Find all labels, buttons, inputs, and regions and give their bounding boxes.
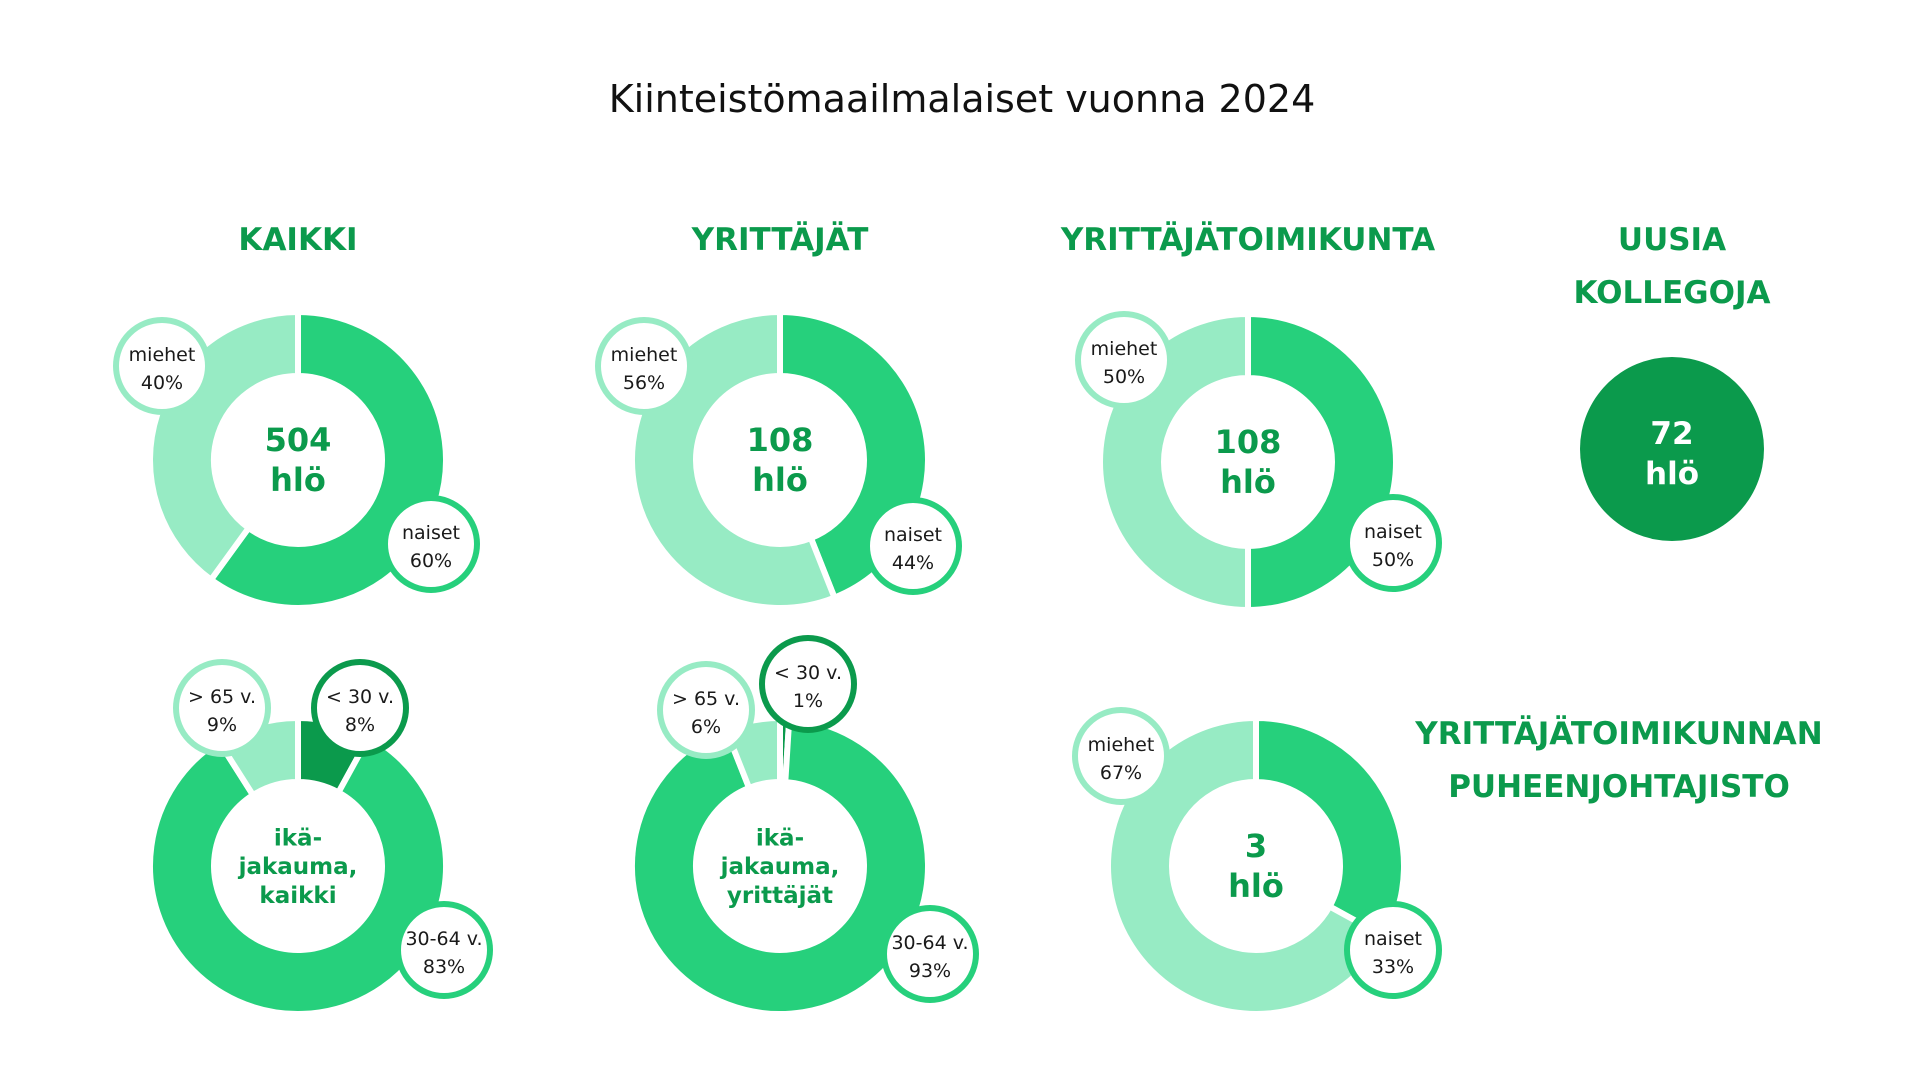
bubble-circle	[1072, 707, 1170, 805]
section-title-yrittajat: YRITTÄJÄT	[691, 222, 869, 258]
bubble-value: 56%	[623, 372, 665, 394]
donut-center-label: 504	[265, 421, 332, 459]
bubble-label: > 65 v.	[188, 686, 256, 708]
bubble-naiset: naiset 50%	[1344, 494, 1442, 592]
new-colleagues-circle	[1580, 357, 1764, 541]
bubble-circle	[173, 659, 271, 757]
bubble-label: miehet	[129, 344, 196, 366]
bubble-label: 30-64 v.	[405, 928, 482, 950]
bubble-circle	[1075, 311, 1173, 409]
bubble-naiset: naiset 33%	[1344, 901, 1442, 999]
bubble-circle	[657, 661, 755, 759]
bubble-miehet: miehet 50%	[1075, 311, 1173, 409]
donut-center-label: ikä-	[756, 825, 804, 851]
bubble-naiset: naiset 60%	[382, 495, 480, 593]
bubble-circle	[395, 901, 493, 999]
bubble-label: 30-64 v.	[891, 932, 968, 954]
donut-kaikki-age: ikä-jakauma, kaikki < 30 v. 8% 30-64 v. 83% > …	[147, 659, 493, 1017]
bubble-value: 44%	[892, 552, 934, 574]
bubble-value: 40%	[141, 372, 183, 394]
bubble-circle	[113, 317, 211, 415]
donut-center-label: hlö	[1220, 463, 1276, 501]
bubble-circle	[881, 905, 979, 1003]
donut-slice-30-64-v	[629, 715, 931, 1017]
bubble-30-64-v: 30-64 v. 83%	[395, 901, 493, 999]
bubble-value: 8%	[345, 714, 375, 736]
bubble-circle	[759, 635, 857, 733]
donut-center-label: jakauma,	[720, 854, 840, 880]
donut-center-label: ikä-	[274, 825, 322, 851]
bubble-value: 9%	[207, 714, 237, 736]
donut-slice-miehet	[1105, 714, 1390, 1017]
donut-center-label: yrittäjät	[727, 883, 833, 909]
donut-center-label: 108	[747, 421, 814, 459]
new-colleagues-unit: hlö	[1645, 456, 1699, 492]
bubble-over-65-v: > 65 v. 6%	[657, 661, 755, 759]
donut-center-label: 108	[1215, 423, 1282, 461]
bubble-value: 1%	[793, 690, 823, 712]
bubble-circle	[311, 659, 409, 757]
bubble-circle	[1344, 494, 1442, 592]
bubble-value: 50%	[1372, 549, 1414, 571]
bubble-label: naiset	[884, 524, 942, 546]
bubble-value: 67%	[1100, 762, 1142, 784]
bubble-value: 6%	[691, 716, 721, 738]
bubble-circle	[382, 495, 480, 593]
bubble-under-30-v: < 30 v. 8%	[311, 659, 409, 757]
bubble-label: miehet	[1088, 734, 1155, 756]
bubble-circle	[864, 497, 962, 595]
bubble-circle	[595, 317, 693, 415]
bubble-label: < 30 v.	[326, 686, 394, 708]
bubble-naiset: naiset 44%	[864, 497, 962, 595]
new-colleagues-value: 72	[1650, 416, 1693, 452]
page-title: Kiinteistömaailmalaiset vuonna 2024	[609, 77, 1316, 121]
bubble-label: > 65 v.	[672, 688, 740, 710]
section-title-kollegoja: KOLLEGOJA	[1574, 275, 1771, 311]
bubble-circle	[1344, 901, 1442, 999]
bubble-miehet: miehet 67%	[1072, 707, 1170, 805]
bubble-label: naiset	[402, 522, 460, 544]
section-title-puheenjohtajisto-2: PUHEENJOHTAJISTO	[1448, 769, 1790, 805]
bubble-label: naiset	[1364, 928, 1422, 950]
donut-center-label: 3	[1245, 827, 1267, 865]
bubble-label: miehet	[611, 344, 678, 366]
bubble-under-30-v: < 30 v. 1%	[759, 635, 857, 733]
bubble-over-65-v: > 65 v. 9%	[173, 659, 271, 757]
bubble-label: < 30 v.	[774, 662, 842, 684]
bubble-label: naiset	[1364, 521, 1422, 543]
donut-center-label: hlö	[752, 461, 808, 499]
section-title-puheenjohtajisto-1: YRITTÄJÄTOIMIKUNNAN	[1414, 716, 1822, 752]
donut-center-label: hlö	[1228, 867, 1284, 905]
bubble-miehet: miehet 56%	[595, 317, 693, 415]
bubble-30-64-v: 30-64 v. 93%	[881, 905, 979, 1003]
bubble-value: 60%	[410, 550, 452, 572]
donut-yrittajat-age: ikä-jakauma, yrittäjät < 30 v. 1% 30-64 v. 93…	[629, 635, 979, 1017]
charts-layer: 504hlönaiset60%miehet40%108hlönaiset44%m…	[113, 308, 1442, 1017]
bubble-label: miehet	[1091, 338, 1158, 360]
bubble-value: 93%	[909, 960, 951, 982]
section-title-kaikki: KAIKKI	[238, 222, 357, 258]
bubble-value: 83%	[423, 956, 465, 978]
section-title-toimikunta: YRITTÄJÄTOIMIKUNTA	[1060, 222, 1435, 258]
bubble-value: 33%	[1372, 956, 1414, 978]
donut-center-label: jakauma,	[238, 854, 358, 880]
bubble-miehet: miehet 40%	[113, 317, 211, 415]
bubble-value: 50%	[1103, 366, 1145, 388]
donut-center-label: hlö	[270, 461, 326, 499]
section-title-uusia: UUSIA	[1618, 222, 1726, 258]
donut-center-label: kaikki	[259, 883, 336, 909]
